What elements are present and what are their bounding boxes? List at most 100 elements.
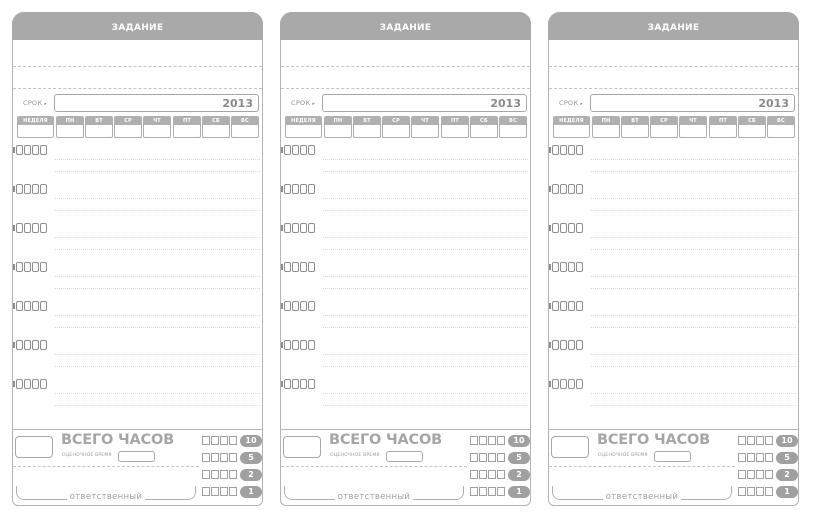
day-cell-mon[interactable]: ПН — [592, 116, 620, 138]
checkbox-icon[interactable] — [284, 340, 291, 350]
checkbox-icon[interactable] — [560, 262, 567, 272]
checkbox-icon[interactable] — [560, 223, 567, 233]
hour-checkbox-icon[interactable] — [738, 487, 746, 496]
hour-checkbox-icon[interactable] — [738, 453, 746, 462]
hour-checkbox-icon[interactable] — [756, 470, 764, 479]
checkbox-icon[interactable] — [308, 223, 315, 233]
checkbox-icon[interactable] — [16, 223, 23, 233]
checkbox-icon[interactable] — [300, 223, 307, 233]
checkbox-icon[interactable] — [24, 340, 31, 350]
checkbox-icon[interactable] — [568, 301, 575, 311]
checkbox-icon[interactable] — [284, 262, 291, 272]
checkbox-icon[interactable] — [568, 379, 575, 389]
checkbox-icon[interactable] — [24, 301, 31, 311]
checkbox-icon[interactable] — [300, 184, 307, 194]
checkbox-icon[interactable] — [308, 262, 315, 272]
hour-checkbox-icon[interactable] — [479, 453, 487, 462]
checkbox-icon[interactable] — [300, 262, 307, 272]
hour-checkbox-icon[interactable] — [220, 436, 228, 445]
checkbox-icon[interactable] — [24, 184, 31, 194]
checkbox-icon[interactable] — [292, 184, 299, 194]
checkbox-icon[interactable] — [16, 184, 23, 194]
day-cell-tue[interactable]: ВТ — [621, 116, 649, 138]
hour-checkbox-icon[interactable] — [211, 470, 219, 479]
checkbox-icon[interactable] — [308, 379, 315, 389]
checkbox-icon[interactable] — [24, 223, 31, 233]
hour-checkbox-icon[interactable] — [488, 436, 496, 445]
hour-checkbox-icon[interactable] — [229, 436, 237, 445]
checkbox-icon[interactable] — [284, 184, 291, 194]
day-cell-sun[interactable]: ВС — [231, 116, 259, 138]
checkbox-icon[interactable] — [292, 223, 299, 233]
checkbox-icon[interactable] — [16, 301, 23, 311]
deadline-field[interactable]: 2013 — [590, 94, 795, 112]
checkbox-icon[interactable] — [308, 340, 315, 350]
checkbox-icon[interactable] — [560, 145, 567, 155]
estimated-time-field[interactable] — [118, 451, 155, 462]
day-cell-sat[interactable]: СБ — [202, 116, 230, 138]
checkbox-icon[interactable] — [300, 340, 307, 350]
hour-checkbox-icon[interactable] — [765, 470, 773, 479]
deadline-field[interactable]: 2013 — [322, 94, 527, 112]
checkbox-icon[interactable] — [576, 379, 583, 389]
hour-checkbox-icon[interactable] — [470, 436, 478, 445]
checkbox-icon[interactable] — [284, 301, 291, 311]
checkbox-icon[interactable] — [552, 340, 559, 350]
hour-checkbox-icon[interactable] — [738, 470, 746, 479]
hour-checkbox-icon[interactable] — [202, 453, 210, 462]
checkbox-icon[interactable] — [552, 145, 559, 155]
hour-checkbox-icon[interactable] — [497, 453, 505, 462]
checkbox-icon[interactable] — [560, 184, 567, 194]
day-cell-wed[interactable]: СР — [114, 116, 142, 138]
checkbox-icon[interactable] — [560, 379, 567, 389]
hour-checkbox-icon[interactable] — [202, 436, 210, 445]
hour-checkbox-icon[interactable] — [202, 470, 210, 479]
day-cell-week[interactable]: НЕДЕЛЯ — [17, 116, 54, 138]
hour-checkbox-icon[interactable] — [229, 470, 237, 479]
hour-checkbox-icon[interactable] — [756, 453, 764, 462]
total-hours-box[interactable] — [551, 436, 589, 458]
hour-checkbox-icon[interactable] — [202, 487, 210, 496]
checkbox-icon[interactable] — [308, 145, 315, 155]
hour-checkbox-icon[interactable] — [470, 453, 478, 462]
checkbox-icon[interactable] — [40, 184, 47, 194]
checkbox-icon[interactable] — [32, 301, 39, 311]
hour-checkbox-icon[interactable] — [738, 436, 746, 445]
hour-checkbox-icon[interactable] — [211, 487, 219, 496]
day-cell-tue[interactable]: ВТ — [85, 116, 113, 138]
hour-checkbox-icon[interactable] — [756, 487, 764, 496]
checkbox-icon[interactable] — [40, 223, 47, 233]
hour-checkbox-icon[interactable] — [488, 453, 496, 462]
checkbox-icon[interactable] — [40, 301, 47, 311]
checkbox-icon[interactable] — [292, 340, 299, 350]
checkbox-icon[interactable] — [284, 145, 291, 155]
checkbox-icon[interactable] — [552, 379, 559, 389]
checkbox-icon[interactable] — [576, 262, 583, 272]
checkbox-icon[interactable] — [552, 223, 559, 233]
checkbox-icon[interactable] — [40, 379, 47, 389]
checkbox-icon[interactable] — [568, 262, 575, 272]
checkbox-icon[interactable] — [32, 184, 39, 194]
checkbox-icon[interactable] — [576, 301, 583, 311]
hour-checkbox-icon[interactable] — [211, 453, 219, 462]
checkbox-icon[interactable] — [40, 340, 47, 350]
hour-checkbox-icon[interactable] — [479, 436, 487, 445]
checkbox-icon[interactable] — [284, 223, 291, 233]
hour-checkbox-icon[interactable] — [497, 487, 505, 496]
hour-checkbox-icon[interactable] — [747, 453, 755, 462]
day-cell-sat[interactable]: СБ — [470, 116, 498, 138]
day-cell-fri[interactable]: ПТ — [709, 116, 737, 138]
checkbox-icon[interactable] — [300, 379, 307, 389]
hour-checkbox-icon[interactable] — [229, 453, 237, 462]
day-cell-thu[interactable]: ЧТ — [679, 116, 707, 138]
checkbox-icon[interactable] — [308, 301, 315, 311]
checkbox-icon[interactable] — [16, 340, 23, 350]
hour-checkbox-icon[interactable] — [220, 453, 228, 462]
checkbox-icon[interactable] — [40, 262, 47, 272]
day-cell-fri[interactable]: ПТ — [441, 116, 469, 138]
checkbox-icon[interactable] — [560, 301, 567, 311]
total-hours-box[interactable] — [15, 436, 53, 458]
hour-checkbox-icon[interactable] — [488, 470, 496, 479]
day-cell-sun[interactable]: ВС — [499, 116, 527, 138]
checkbox-icon[interactable] — [568, 223, 575, 233]
